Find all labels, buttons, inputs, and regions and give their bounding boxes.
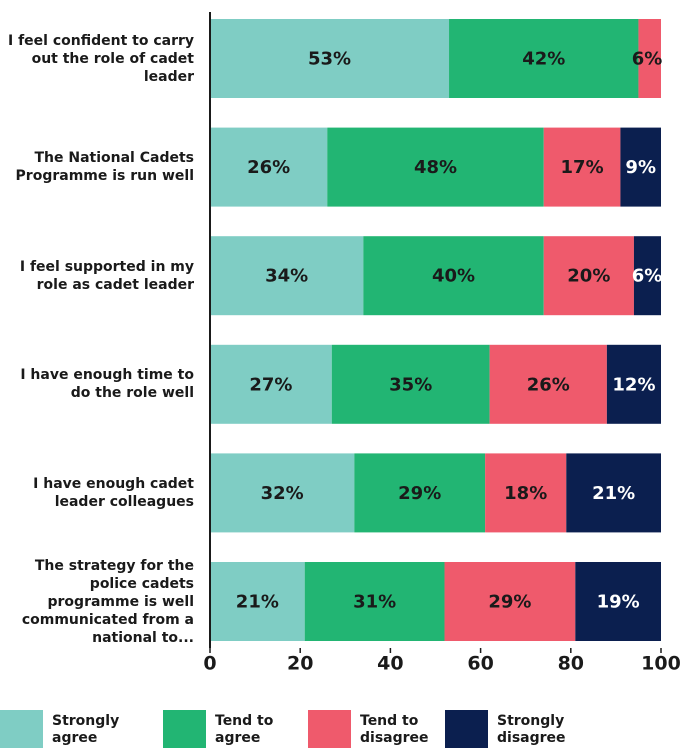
- bar-segment: [566, 453, 661, 533]
- data-label: 27%: [249, 374, 292, 395]
- data-label: 31%: [353, 592, 396, 613]
- data-label: 53%: [308, 49, 351, 70]
- bar-segment: [354, 453, 486, 533]
- bar-segment: [210, 562, 305, 641]
- bar-segment: [210, 19, 450, 98]
- category-label: I feel supported in my role as cadet lea…: [19, 258, 194, 293]
- data-label: 35%: [389, 374, 432, 395]
- legend-swatch: [445, 710, 488, 748]
- data-label: 18%: [504, 483, 547, 504]
- data-label: 26%: [527, 374, 570, 395]
- legend-swatch: [0, 710, 43, 748]
- legend-label: Tend to disagree: [360, 713, 429, 746]
- category-label: I feel confident to carry out the role o…: [7, 32, 194, 85]
- bar-segment: [210, 453, 355, 533]
- data-label: 6%: [632, 266, 663, 287]
- data-label: 26%: [247, 157, 290, 178]
- x-tick-label: 20: [287, 653, 313, 675]
- bar-segment: [363, 236, 544, 316]
- bar-segment: [543, 236, 634, 316]
- x-tick-label: 0: [203, 653, 216, 675]
- bar-segment: [210, 127, 328, 207]
- legend-swatch: [163, 710, 206, 748]
- data-label: 6%: [632, 49, 663, 70]
- bar-segment: [327, 127, 544, 207]
- data-label: 34%: [265, 266, 308, 287]
- data-label: 40%: [432, 266, 475, 287]
- category-label: The strategy for the police cadets progr…: [21, 557, 194, 646]
- bar-segment: [210, 344, 332, 424]
- legend-swatch: [308, 710, 351, 748]
- bar-segment: [331, 344, 490, 424]
- category-label: The National Cadets Programme is run wel…: [15, 150, 194, 185]
- bar-segment: [489, 344, 607, 424]
- data-label: 29%: [488, 592, 531, 613]
- bar-segment: [575, 562, 661, 641]
- category-label: I have enough cadet leader colleagues: [33, 475, 194, 510]
- x-tick-label: 100: [641, 653, 680, 675]
- legend-label: Strongly disagree: [497, 713, 566, 746]
- data-label: 12%: [612, 374, 655, 395]
- legend-label: Tend to agree: [215, 713, 274, 746]
- data-label: 21%: [592, 483, 635, 504]
- data-label: 29%: [398, 483, 441, 504]
- bar-segment: [606, 344, 661, 424]
- bar-segment: [485, 453, 567, 533]
- legend-label: Strongly agree: [52, 713, 120, 746]
- bar-segment: [633, 236, 661, 316]
- data-label: 17%: [561, 157, 604, 178]
- data-label: 48%: [414, 157, 457, 178]
- data-label: 20%: [567, 266, 610, 287]
- category-label: I have enough time to do the role well: [20, 367, 194, 402]
- bar-segment: [304, 562, 445, 641]
- bar-segment: [449, 19, 639, 98]
- data-label: 9%: [625, 157, 656, 178]
- bar-segment: [620, 127, 661, 207]
- data-label: 19%: [597, 592, 640, 613]
- data-label: 21%: [236, 592, 279, 613]
- data-label: 42%: [522, 49, 565, 70]
- bar-segment: [543, 127, 621, 207]
- bar-segment: [638, 19, 661, 98]
- x-tick-label: 80: [558, 653, 584, 675]
- data-label: 32%: [261, 483, 304, 504]
- x-tick-label: 60: [467, 653, 493, 675]
- bar-segment: [210, 236, 364, 316]
- bar-segment: [444, 562, 576, 641]
- x-tick-label: 40: [377, 653, 403, 675]
